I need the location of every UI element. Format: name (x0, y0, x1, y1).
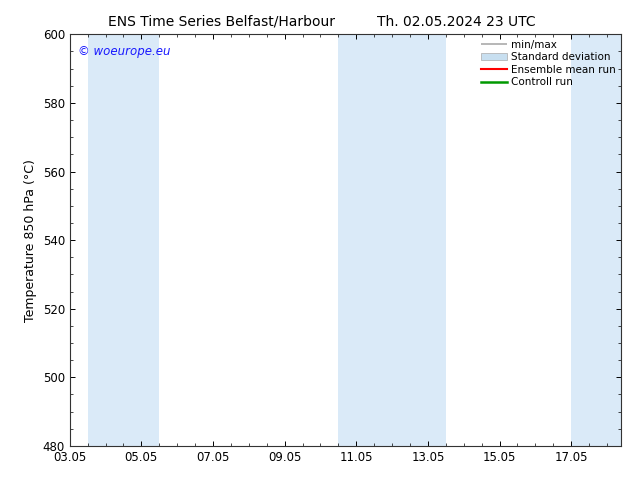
Bar (571, 34, 621, 446)
Bar (339, 34, 446, 446)
Legend: min/max, Standard deviation, Ensemble mean run, Controll run: min/max, Standard deviation, Ensemble me… (479, 37, 618, 89)
Text: © woeurope.eu: © woeurope.eu (78, 45, 171, 58)
Text: Th. 02.05.2024 23 UTC: Th. 02.05.2024 23 UTC (377, 15, 536, 29)
Text: ENS Time Series Belfast/Harbour: ENS Time Series Belfast/Harbour (108, 15, 335, 29)
Bar (87, 34, 159, 446)
Y-axis label: Temperature 850 hPa (°C): Temperature 850 hPa (°C) (24, 159, 37, 321)
